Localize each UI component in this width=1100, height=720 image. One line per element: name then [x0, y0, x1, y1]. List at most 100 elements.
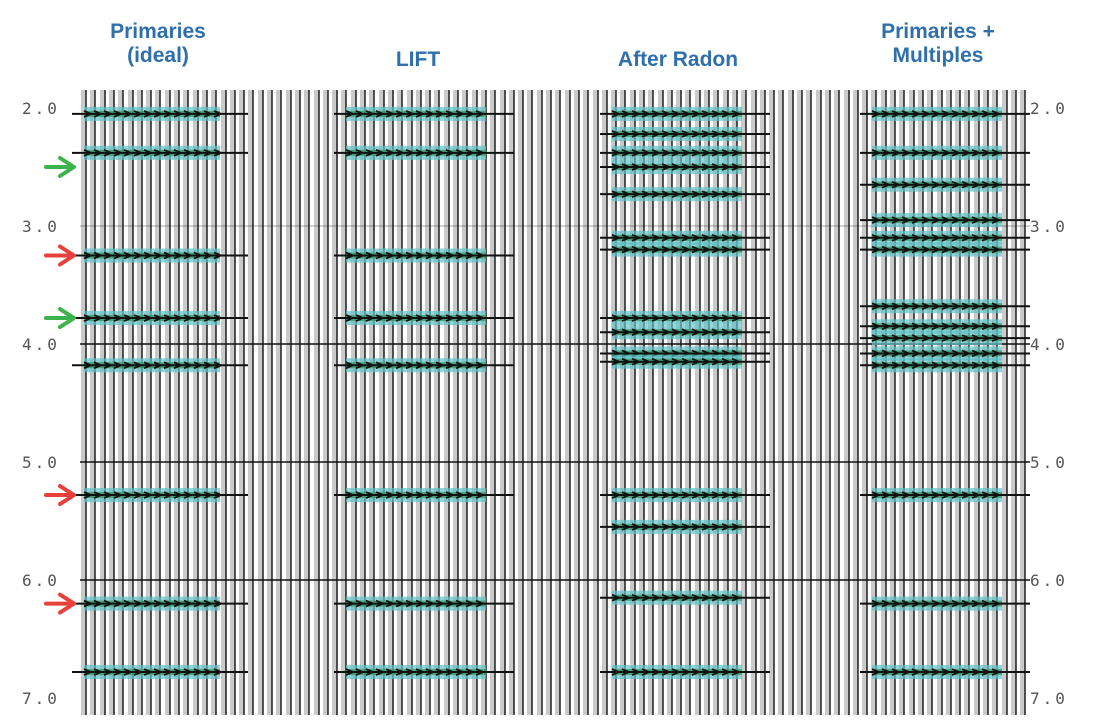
trace-band	[537, 90, 542, 715]
event-wavelet	[661, 233, 672, 242]
event-wavelet	[143, 491, 154, 499]
event-wavelet	[701, 163, 712, 171]
event-wavelet	[981, 110, 992, 118]
event-wavelet	[931, 149, 942, 157]
event-wavelet	[971, 322, 982, 331]
event-wavelet	[911, 322, 922, 331]
event-wavelet	[671, 314, 682, 322]
trace-band	[462, 90, 467, 715]
event-arrow-icon	[44, 307, 76, 330]
event-wavelet	[455, 251, 466, 260]
event-wavelet	[921, 349, 932, 358]
event-wavelet	[445, 668, 456, 676]
trace-band	[658, 90, 663, 715]
event-wavelet	[621, 149, 632, 157]
event-wavelet	[631, 149, 642, 157]
event-wavelet	[455, 599, 466, 608]
event-wavelet	[631, 593, 642, 602]
title-line: Primaries	[110, 20, 206, 43]
event-wavelet	[641, 233, 652, 242]
event-wavelet	[901, 233, 912, 242]
trace-band	[304, 90, 309, 715]
time-tick-label-left: 3.0	[22, 217, 60, 236]
event-wavelet	[395, 149, 406, 157]
event-wavelet	[163, 491, 174, 499]
event-wavelet	[711, 149, 722, 157]
event-wavelet	[651, 110, 662, 118]
event-wavelet	[445, 599, 456, 608]
event-wavelet	[671, 328, 682, 337]
event-wavelet	[405, 149, 416, 157]
event-wavelet	[651, 668, 662, 676]
event-wavelet	[731, 328, 742, 337]
event-wavelet	[681, 593, 692, 602]
event-wavelet	[103, 599, 114, 608]
event-wavelet	[931, 491, 942, 499]
event-wavelet	[641, 328, 652, 337]
trace-band	[937, 90, 942, 715]
event-wavelet	[971, 110, 982, 118]
event-wavelet	[611, 491, 622, 499]
event-wavelet	[681, 357, 692, 366]
event-wavelet	[405, 668, 416, 676]
event-wavelet	[911, 149, 922, 157]
event-wavelet	[173, 251, 184, 260]
event-wavelet	[203, 251, 214, 260]
event-wavelet	[395, 110, 406, 118]
event-wavelet	[415, 314, 426, 322]
event-wavelet	[465, 314, 476, 322]
event-wavelet	[641, 314, 652, 322]
event-wavelet	[83, 491, 94, 499]
event-wavelet	[621, 245, 632, 254]
event-wavelet	[711, 491, 722, 499]
event-wavelet	[971, 668, 982, 676]
event-wavelet	[425, 361, 436, 370]
event-wavelet	[631, 233, 642, 242]
trace-band	[565, 90, 570, 715]
event-wavelet	[193, 110, 204, 118]
event-wavelet	[951, 216, 962, 224]
event-wavelet	[123, 314, 134, 322]
event-wavelet	[143, 668, 154, 676]
event-wavelet	[911, 599, 922, 608]
event-wavelet	[661, 668, 672, 676]
event-wavelet	[701, 593, 712, 602]
event-wavelet	[651, 190, 662, 198]
event-wavelet	[375, 361, 386, 370]
event-wavelet	[991, 245, 1002, 254]
event-wavelet	[971, 149, 982, 157]
event-wavelet	[901, 110, 912, 118]
event-wavelet	[891, 491, 902, 499]
event-wavelet	[931, 233, 942, 242]
trace-band	[369, 90, 374, 715]
event-wavelet	[405, 314, 416, 322]
event-wavelet	[173, 149, 184, 157]
trace-band	[341, 90, 346, 715]
event-wavelet	[681, 163, 692, 171]
event-wavelet	[435, 668, 446, 676]
event-wavelet	[213, 668, 224, 676]
time-tick-label-right: 3.0	[1030, 217, 1068, 236]
event-wavelet	[951, 302, 962, 311]
time-tick-label-right: 5.0	[1030, 453, 1068, 472]
event-wavelet	[375, 668, 386, 676]
event-wavelet	[731, 523, 742, 531]
event-wavelet	[173, 110, 184, 118]
event-wavelet	[921, 233, 932, 242]
event-wavelet	[891, 302, 902, 311]
time-tick-label-left: 2.0	[22, 99, 60, 118]
event-wavelet	[931, 110, 942, 118]
event-wavelet	[991, 668, 1002, 676]
event-wavelet	[931, 349, 942, 358]
event-wavelet	[183, 314, 194, 322]
event-wavelet	[661, 163, 672, 171]
event-wavelet	[621, 163, 632, 171]
trace-band	[276, 90, 281, 715]
event-wavelet	[143, 149, 154, 157]
event-wavelet	[173, 314, 184, 322]
trace-band	[769, 90, 774, 715]
event-wavelet	[385, 314, 396, 322]
event-wavelet	[425, 110, 436, 118]
event-wavelet	[731, 163, 742, 171]
event-wavelet	[621, 523, 632, 531]
